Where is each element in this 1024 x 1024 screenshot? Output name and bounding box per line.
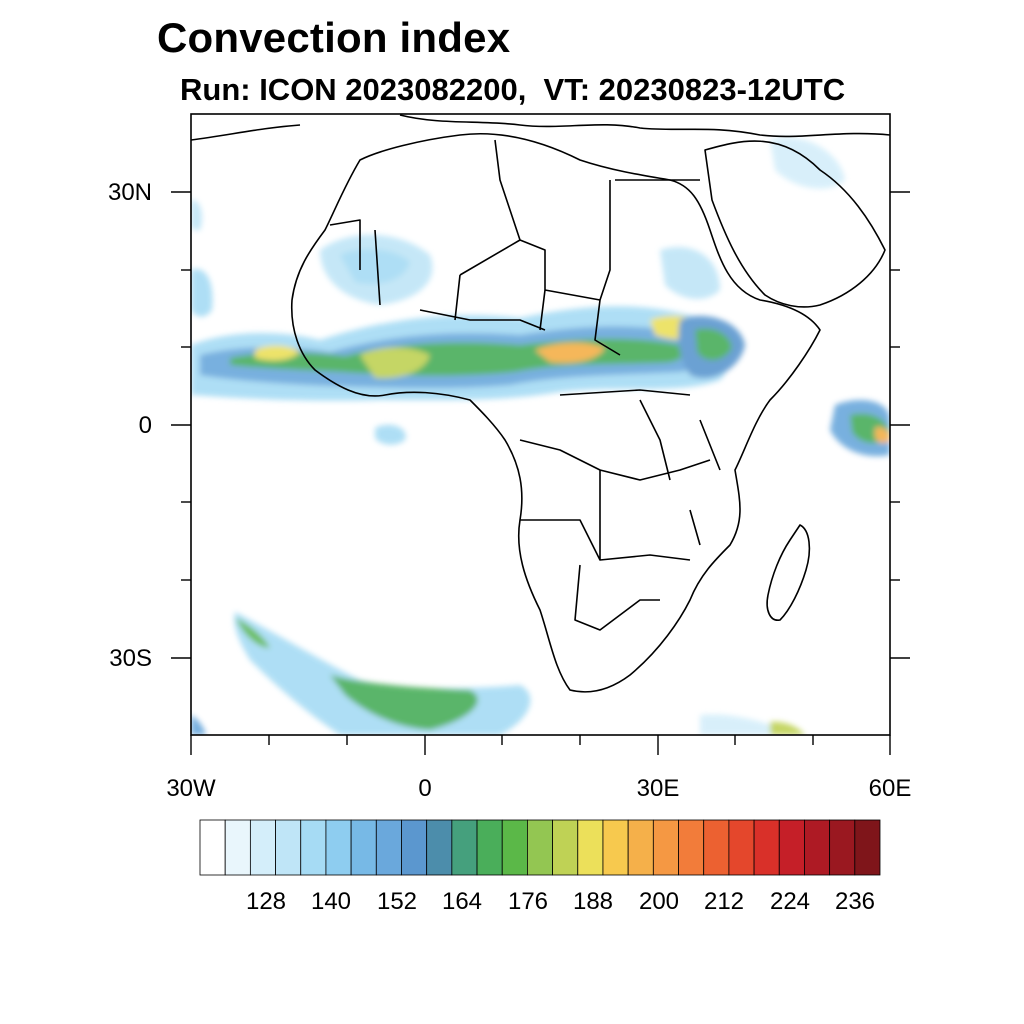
colorbar-swatch — [527, 819, 553, 876]
colorbar-label: 212 — [703, 888, 745, 915]
chart-subtitle: Run: ICON 2023082200, VT: 20230823-12UTC — [180, 72, 846, 107]
colorbar-label: 128 — [245, 888, 287, 915]
colorbar-swatch — [829, 819, 856, 876]
colorbar-swatch — [199, 819, 226, 876]
colorbar-swatch — [224, 819, 251, 876]
x-ticks — [190, 735, 891, 755]
x-tick-label-60e: 60E — [868, 775, 912, 802]
colorbar-swatch — [602, 819, 629, 876]
colorbar-label: 176 — [507, 888, 549, 915]
chart-title: Convection index — [157, 14, 511, 61]
colorbar-swatch — [804, 819, 831, 876]
x-tick-label-30w: 30W — [166, 775, 216, 802]
colorbar-swatch — [451, 819, 478, 876]
colorbar-swatch — [375, 819, 402, 876]
y-ticks — [171, 191, 910, 659]
colorbar — [199, 819, 881, 876]
colorbar-swatch — [325, 819, 352, 876]
colorbar-label: 200 — [638, 888, 680, 915]
colorbar-label: 188 — [572, 888, 614, 915]
colorbar-swatch — [728, 819, 755, 876]
coastlines — [191, 114, 890, 693]
colorbar-swatch — [249, 819, 276, 876]
colorbar-label: 152 — [376, 888, 418, 915]
colorbar-swatch — [401, 819, 428, 876]
colorbar-swatch — [501, 819, 528, 876]
y-tick-label-30n: 30N — [107, 179, 152, 206]
colorbar-swatch — [753, 819, 780, 876]
colorbar-label: 164 — [441, 888, 483, 915]
colorbar-swatch — [678, 819, 705, 876]
colorbar-swatch — [426, 819, 453, 876]
colorbar-swatch — [476, 819, 503, 876]
colorbar-label: 236 — [834, 888, 876, 915]
colorbar-swatch — [275, 819, 302, 876]
colorbar-swatch — [627, 819, 654, 876]
colorbar-swatch — [300, 819, 327, 876]
colorbar-swatch — [350, 819, 377, 876]
colorbar-swatch — [552, 819, 579, 876]
colorbar-label: 224 — [769, 888, 811, 915]
convection-field — [191, 137, 890, 735]
x-tick-label-0: 0 — [418, 775, 432, 802]
y-tick-label-30s: 30S — [109, 645, 152, 672]
x-tick-label-30e: 30E — [636, 775, 680, 802]
colorbar-swatch — [703, 819, 730, 876]
colorbar-swatch — [652, 819, 679, 876]
colorbar-swatch — [577, 819, 604, 876]
map-frame — [190, 113, 891, 736]
colorbar-label: 140 — [310, 888, 352, 915]
colorbar-swatch — [778, 819, 805, 876]
y-tick-label-0: 0 — [138, 412, 152, 439]
colorbar-swatch — [854, 819, 881, 876]
